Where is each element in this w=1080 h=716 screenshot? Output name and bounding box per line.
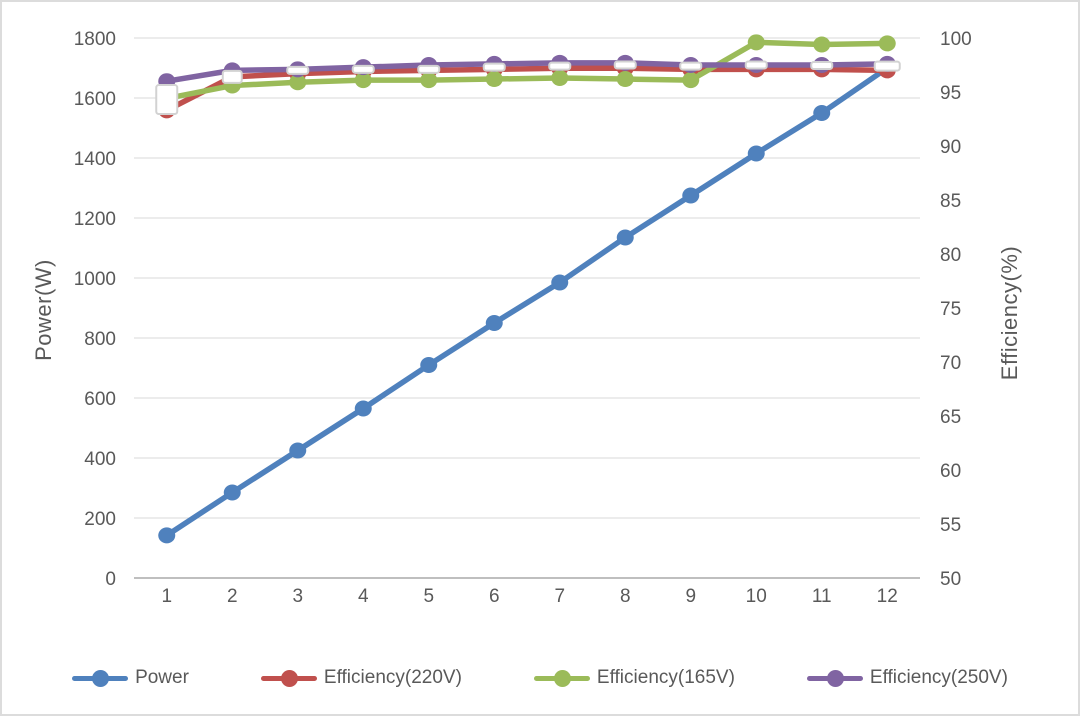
legend-item-efficiency-220v: Efficiency(220V) <box>260 667 462 689</box>
legend-line-circle-marker <box>72 669 129 687</box>
legend-item-efficiency-250v: Efficiency(250V) <box>806 667 1008 689</box>
svg-text:85: 85 <box>940 191 961 212</box>
svg-text:8: 8 <box>620 586 631 607</box>
svg-text:50: 50 <box>940 569 961 590</box>
svg-text:90: 90 <box>940 137 961 158</box>
svg-text:6: 6 <box>489 586 500 607</box>
svg-text:4: 4 <box>358 586 369 607</box>
series-power <box>158 60 896 544</box>
legend-line-circle-marker <box>806 669 863 687</box>
legend-label: Power <box>135 667 189 688</box>
legend-item-power: Power <box>72 667 189 689</box>
svg-text:100: 100 <box>940 29 972 50</box>
svg-text:800: 800 <box>84 329 116 350</box>
svg-text:400: 400 <box>84 449 116 470</box>
svg-text:1: 1 <box>161 586 172 607</box>
legend-line-circle-marker <box>533 669 590 687</box>
svg-text:7: 7 <box>554 586 565 607</box>
chart-legend: Power Efficiency(220V) Efficiency(165V) Eff… <box>2 660 1078 696</box>
svg-text:55: 55 <box>940 515 961 536</box>
svg-text:1000: 1000 <box>74 269 116 290</box>
svg-text:80: 80 <box>940 245 961 266</box>
legend-label: Efficiency(220V) <box>323 667 462 688</box>
left-axis-title: Power(W) <box>31 259 56 361</box>
svg-text:75: 75 <box>940 299 961 320</box>
svg-text:11: 11 <box>812 586 832 607</box>
svg-text:0: 0 <box>105 569 116 590</box>
svg-text:1800: 1800 <box>74 29 116 50</box>
svg-text:1200: 1200 <box>74 209 116 230</box>
right-axis-title: Efficiency(%) <box>997 245 1022 381</box>
svg-text:10: 10 <box>746 586 767 607</box>
gridlines <box>134 37 920 519</box>
svg-text:5: 5 <box>423 586 434 607</box>
svg-text:600: 600 <box>84 389 116 410</box>
svg-text:1600: 1600 <box>74 89 116 110</box>
svg-text:200: 200 <box>84 509 116 530</box>
svg-text:2: 2 <box>227 586 238 607</box>
series-unlabeled-white-square-markers <box>155 60 901 116</box>
svg-text:9: 9 <box>685 586 696 607</box>
right-axis-tick-labels: 50 55 60 65 70 75 80 85 90 95 100 <box>940 29 972 590</box>
svg-text:60: 60 <box>940 461 961 482</box>
svg-text:3: 3 <box>292 586 303 607</box>
legend-item-efficiency-165v: Efficiency(165V) <box>533 667 735 689</box>
left-axis-tick-labels: 0 200 400 600 800 1000 1200 1400 1600 1800 <box>74 29 116 590</box>
legend-label: Efficiency(250V) <box>869 667 1008 688</box>
svg-text:95: 95 <box>940 83 961 104</box>
x-axis-tick-labels: 1 2 3 4 5 6 7 8 9 10 11 12 <box>161 586 897 607</box>
svg-text:70: 70 <box>940 353 961 374</box>
svg-text:1400: 1400 <box>74 149 116 170</box>
svg-text:12: 12 <box>877 586 898 607</box>
legend-line-circle-marker <box>260 669 317 687</box>
series-efficiency-165v <box>158 34 896 107</box>
legend-label: Efficiency(165V) <box>596 667 735 688</box>
svg-text:65: 65 <box>940 407 961 428</box>
